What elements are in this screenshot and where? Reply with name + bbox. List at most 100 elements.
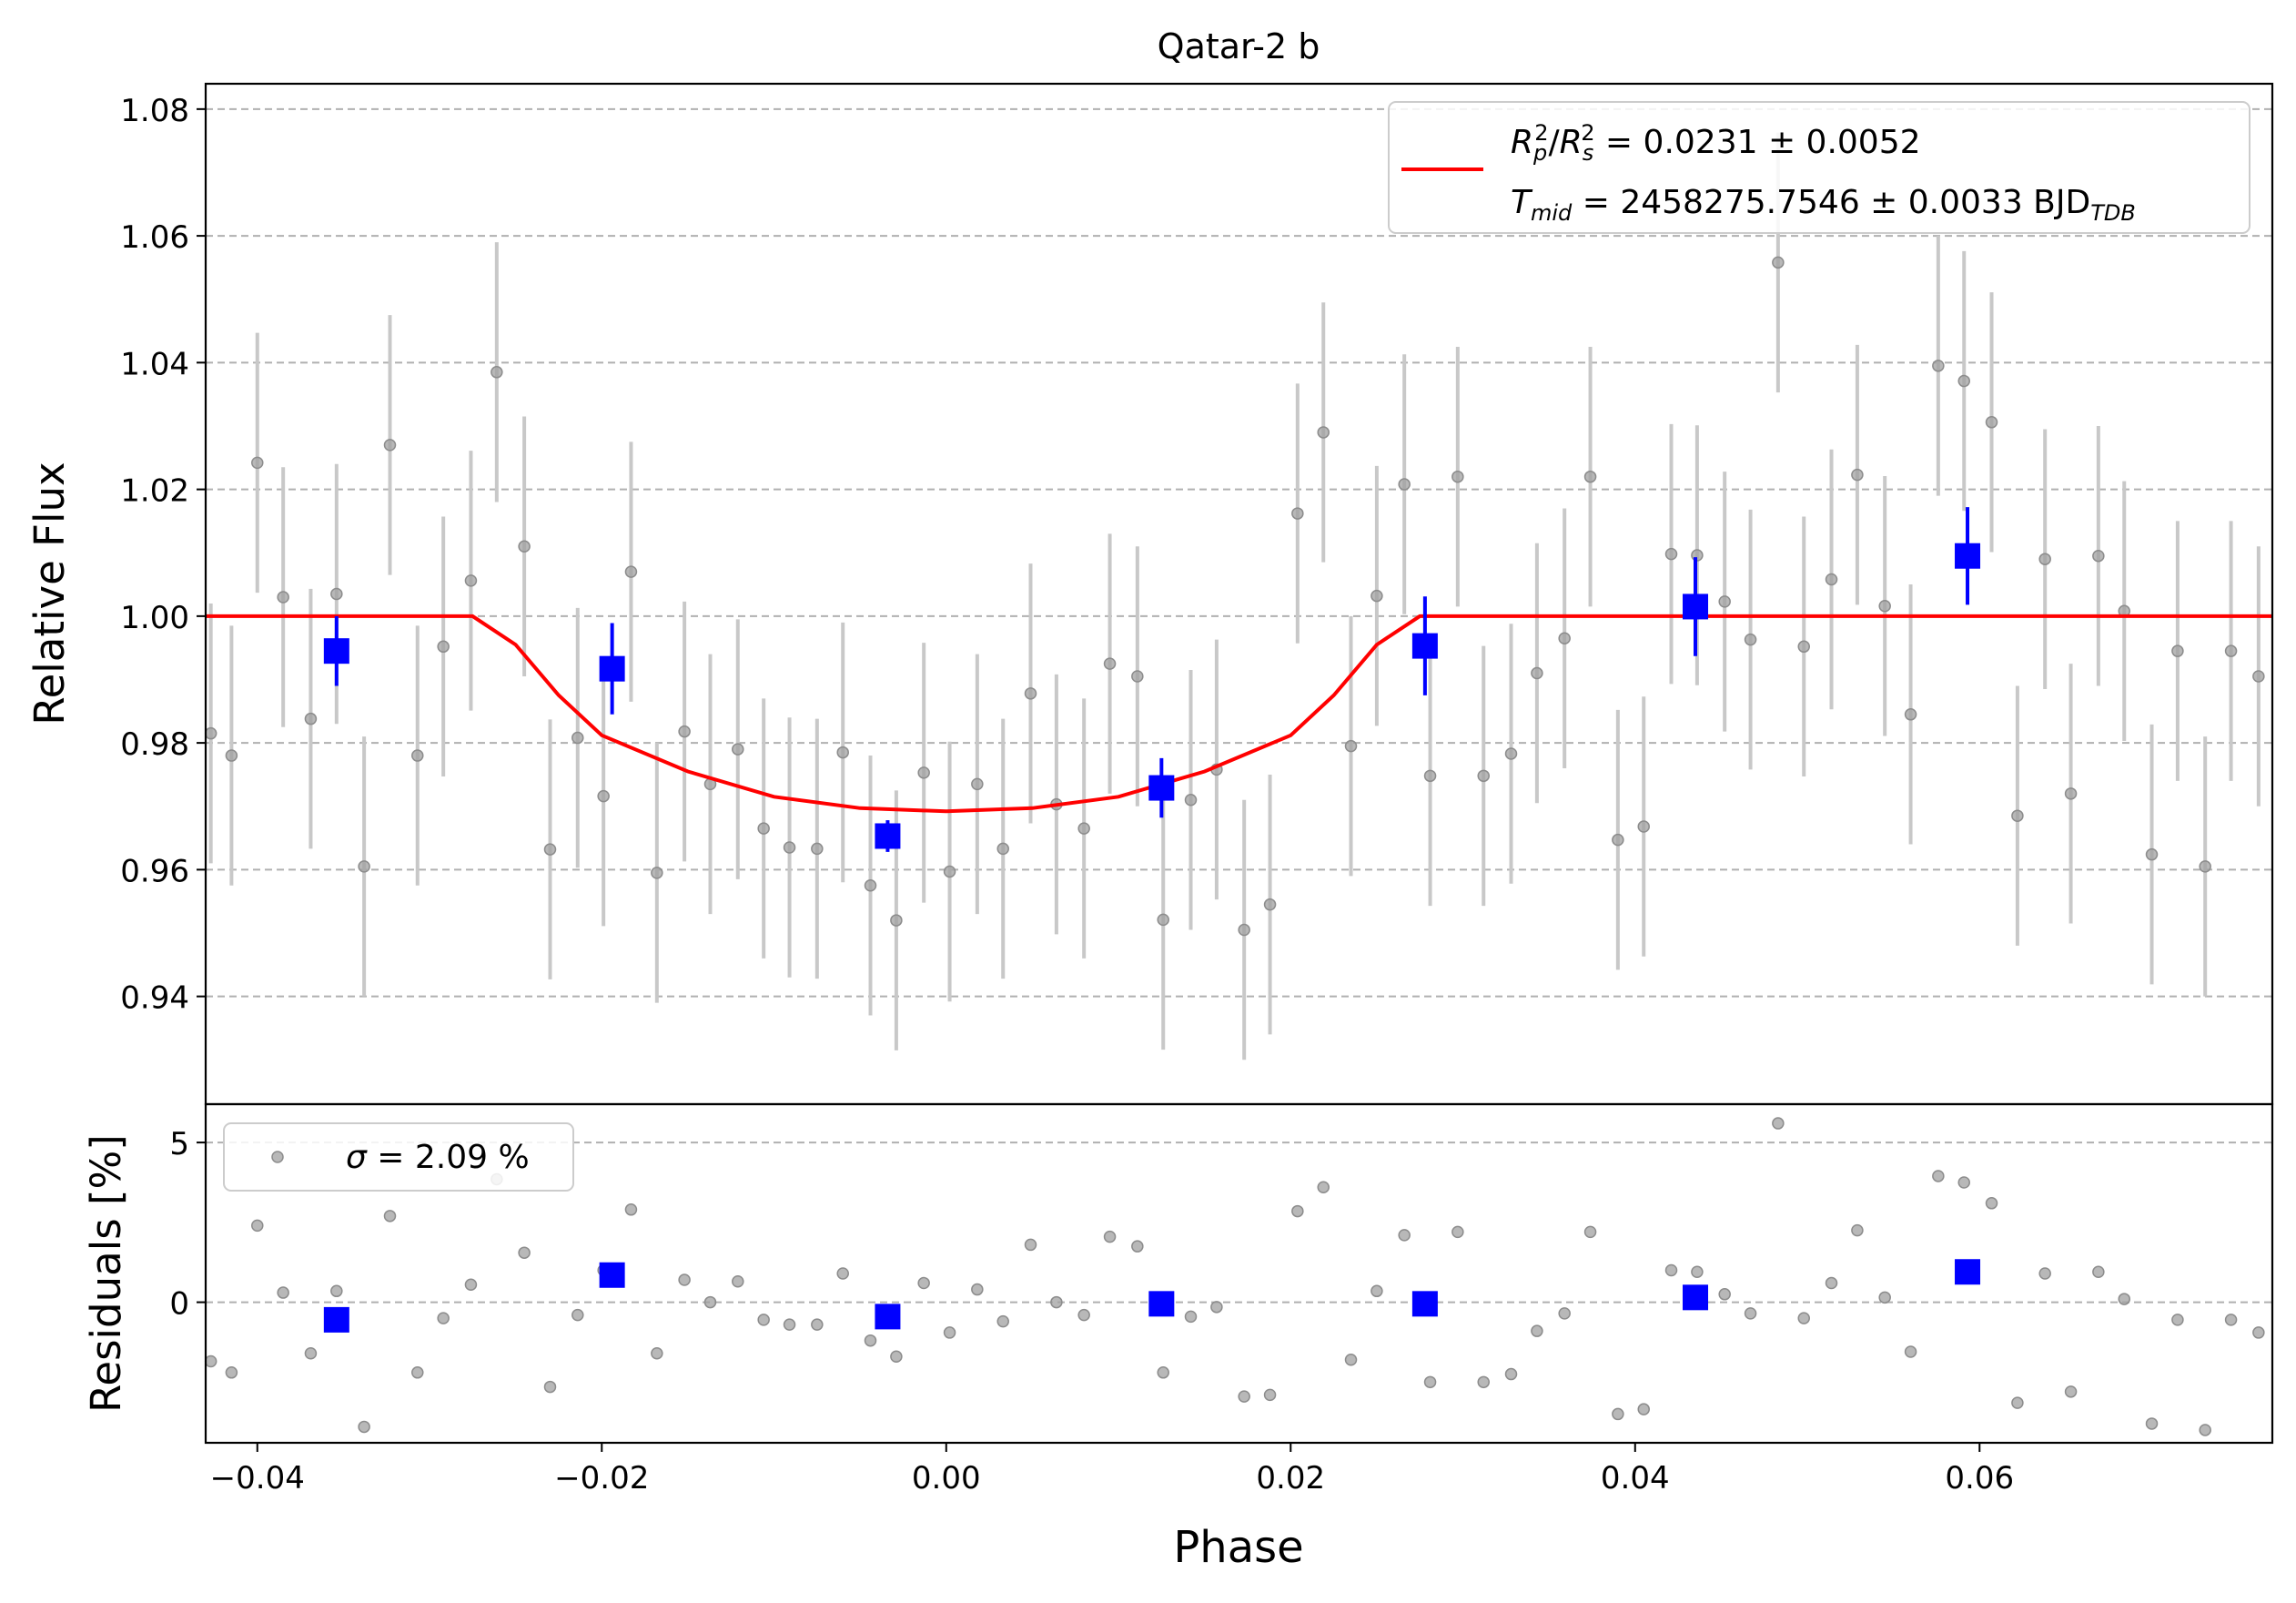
- flux-raw-point: [1477, 769, 1490, 783]
- residual-raw-point: [225, 1366, 238, 1379]
- flux-raw-point: [732, 743, 744, 756]
- residual-raw-point: [1637, 1403, 1650, 1415]
- residual-raw-point: [277, 1286, 289, 1299]
- flux-binned-point: [1955, 543, 1981, 569]
- flux-raw-point: [543, 843, 557, 856]
- flux-y-tick-label: 0.94: [120, 980, 189, 1017]
- flux-y-tick-label: 1.04: [120, 346, 189, 382]
- flux-raw-point: [783, 841, 796, 854]
- residuals-y-tick-label: 0: [169, 1286, 189, 1323]
- residual-raw-point: [1878, 1291, 1891, 1304]
- flux-raw-point: [383, 439, 397, 451]
- residual-raw-point: [971, 1283, 984, 1296]
- flux-raw-point: [2145, 847, 2159, 861]
- flux-raw-point: [1451, 470, 1464, 483]
- residual-raw-point: [1612, 1407, 1624, 1421]
- flux-y-tick-label: 1.00: [120, 600, 189, 636]
- flux-y-tick-label: 0.96: [120, 853, 189, 889]
- residual-raw-point: [304, 1346, 318, 1360]
- residual-raw-point: [1744, 1307, 1757, 1320]
- residual-raw-point: [651, 1346, 663, 1360]
- flux-raw-point: [1317, 426, 1330, 439]
- residual-raw-point: [1024, 1238, 1037, 1252]
- flux-legend-box: [1388, 101, 2250, 234]
- residual-raw-point: [1157, 1366, 1169, 1379]
- residual-raw-point: [330, 1284, 343, 1298]
- flux-raw-point: [1932, 360, 1945, 372]
- residual-raw-point: [1851, 1223, 1864, 1237]
- y-axis-label-residuals: Residuals [%]: [82, 1134, 130, 1413]
- residuals-legend: σ = 2.09 %: [223, 1122, 574, 1192]
- flux-raw-point: [1531, 666, 1543, 680]
- flux-raw-point: [1103, 657, 1117, 670]
- residual-binned-point: [1148, 1291, 1175, 1317]
- legend-residual-marker: [271, 1151, 284, 1163]
- residual-raw-point: [1131, 1240, 1144, 1253]
- flux-raw-point: [437, 640, 450, 654]
- residual-raw-point: [1077, 1308, 1090, 1322]
- flux-raw-point: [2224, 644, 2238, 657]
- residual-raw-point: [2199, 1424, 2211, 1436]
- flux-raw-point: [1558, 632, 1571, 644]
- flux-raw-point: [1957, 374, 1970, 388]
- residual-raw-point: [703, 1295, 717, 1309]
- residuals-raw-points: [204, 1117, 2265, 1436]
- legend-radius-ratio: Rp2/Rs2 = 0.0231 ± 0.0052: [1511, 120, 1921, 166]
- flux-raw-point: [678, 725, 691, 738]
- x-tick-label: 0.02: [1256, 1460, 1325, 1496]
- residual-raw-point: [1238, 1390, 1250, 1403]
- residual-raw-point: [2038, 1267, 2051, 1280]
- flux-raw-point: [225, 749, 238, 762]
- flux-raw-point: [491, 366, 503, 379]
- flux-raw-point: [1423, 769, 1437, 783]
- residual-raw-point: [836, 1267, 849, 1280]
- flux-raw-point: [1024, 687, 1037, 700]
- flux-raw-point: [1371, 589, 1383, 603]
- residual-raw-point: [1932, 1170, 1945, 1182]
- residual-raw-point: [1344, 1354, 1358, 1366]
- flux-raw-point: [204, 726, 217, 740]
- flux-raw-point: [1344, 739, 1358, 753]
- flux-raw-points: [204, 256, 2265, 937]
- residual-binned-point: [1955, 1259, 1981, 1285]
- flux-y-tick-label: 1.02: [120, 473, 189, 510]
- flux-raw-point: [1797, 640, 1810, 654]
- transit-model-curve: [206, 614, 2272, 814]
- legend-sigma: σ = 2.09 %: [346, 1139, 530, 1176]
- flux-raw-point: [1985, 416, 1998, 429]
- residual-raw-point: [1477, 1375, 1490, 1389]
- residual-raw-point: [2011, 1396, 2024, 1409]
- flux-raw-point: [464, 574, 478, 587]
- residual-binned-point: [599, 1262, 625, 1288]
- residual-raw-point: [1210, 1301, 1223, 1314]
- legend-mid-transit-time: Tmid = 2458275.7546 ± 0.0033 BJDTDB: [1511, 184, 2136, 226]
- flux-raw-point: [1904, 708, 1917, 721]
- residuals-binned-points: [323, 1259, 1981, 1333]
- residual-raw-point: [518, 1246, 531, 1259]
- x-tick-label: −0.04: [210, 1460, 305, 1496]
- residual-binned-point: [1411, 1291, 1438, 1317]
- flux-raw-point: [1772, 256, 1785, 269]
- flux-raw-point: [1157, 913, 1169, 927]
- residual-raw-point: [811, 1318, 824, 1331]
- residual-raw-point: [1691, 1265, 1704, 1278]
- x-axis-ticks: −0.04 −0.02 0.00 0.02 0.04 0.06: [210, 1443, 2014, 1496]
- residual-raw-point: [1451, 1225, 1464, 1239]
- residual-raw-point: [543, 1380, 557, 1394]
- chart-title: Qatar-2 b: [1158, 26, 1320, 66]
- flux-raw-point: [1291, 507, 1304, 520]
- flux-binned-point: [599, 655, 625, 682]
- residual-raw-point: [757, 1314, 770, 1326]
- residual-raw-point: [996, 1314, 1009, 1328]
- residuals-plot-frame: [204, 1102, 2274, 1445]
- flux-raw-point: [1398, 478, 1411, 491]
- flux-y-tick-label: 1.06: [120, 219, 189, 256]
- flux-raw-point: [1263, 898, 1277, 911]
- flux-raw-point: [836, 746, 849, 759]
- residual-raw-point: [1957, 1176, 1970, 1189]
- residual-raw-point: [1772, 1117, 1785, 1130]
- flux-y-axis-ticks: 0.94 0.96 0.98 1.00 1.02 1.04 1.06 1.08: [120, 93, 206, 1017]
- flux-raw-point: [651, 867, 663, 879]
- residual-raw-point: [2224, 1314, 2238, 1326]
